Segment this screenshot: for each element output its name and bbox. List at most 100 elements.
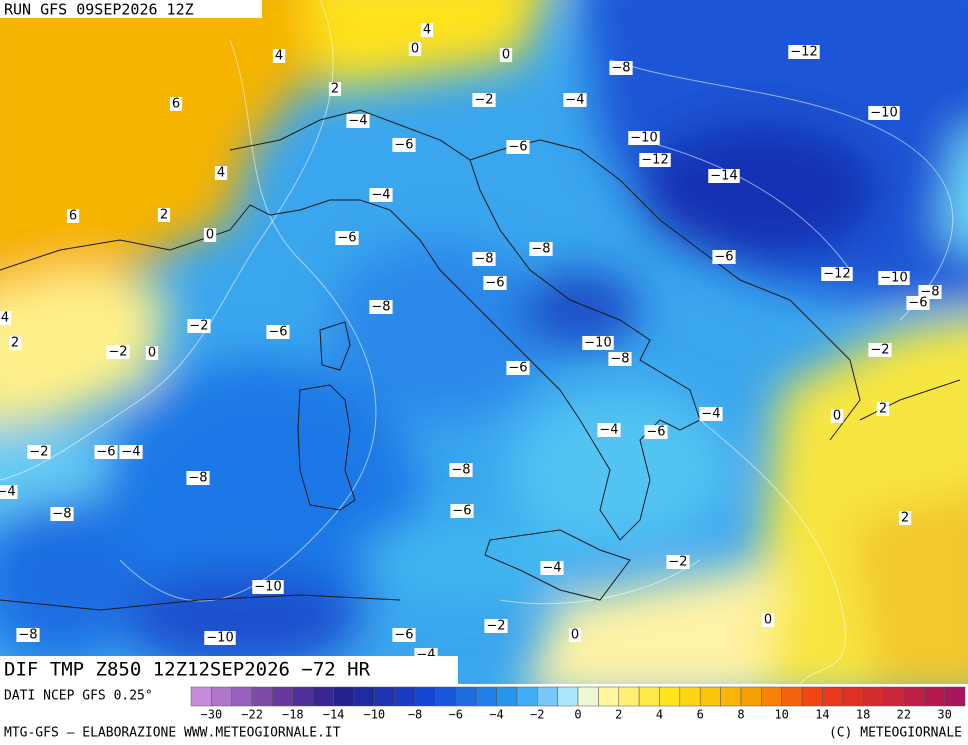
contour-label-box: [609, 61, 633, 75]
contour-label: −2: [666, 555, 690, 570]
contour-label: 2: [328, 82, 342, 97]
contour-label: −8: [472, 252, 496, 267]
contour-label-text: 0: [206, 228, 214, 243]
contour-label-text: −14: [710, 169, 737, 184]
contour-label: −6: [906, 296, 930, 311]
colorbar-swatch: [394, 686, 416, 707]
contour-label-text: −12: [823, 267, 850, 282]
contour-label-box: [666, 555, 690, 569]
contour-label-box: [0, 311, 12, 325]
colorbar-swatch: [801, 686, 823, 707]
contour-label-text: 0: [833, 409, 841, 424]
contour-label-text: −8: [451, 463, 470, 478]
colorbar-swatch: [944, 686, 966, 707]
colorbar-label: 2: [615, 708, 622, 722]
contour-label-text: −10: [870, 106, 897, 121]
colorbar-label: −2: [530, 708, 544, 722]
contour-label-text: 4: [217, 166, 225, 181]
contour-label-box: [16, 628, 40, 642]
colorbar-swatch: [842, 686, 864, 707]
colorbar-label: −8: [408, 708, 422, 722]
contour-label-box: [540, 561, 564, 575]
contour-label-box: [145, 346, 159, 360]
colorbar-swatch: [883, 686, 905, 707]
colorbar-label: 22: [897, 708, 911, 722]
contour-label-text: 6: [69, 209, 77, 224]
colorbar-swatch: [659, 686, 681, 707]
colorbar-label: 14: [815, 708, 829, 722]
colorbar-label: −14: [323, 708, 345, 722]
colorbar-swatch: [822, 686, 844, 707]
contour-label-text: −8: [474, 252, 493, 267]
colorbar-swatch: [455, 686, 477, 707]
contour-label-text: −8: [188, 471, 207, 486]
contour-label: −6: [644, 425, 668, 440]
colorbar-swatch: [272, 686, 294, 707]
colorbar-label: −6: [449, 708, 463, 722]
contour-label-box: [408, 42, 422, 56]
contour-label-box: [582, 336, 614, 350]
contour-label: −2: [868, 343, 892, 358]
contour-label: 2: [876, 402, 890, 417]
contour-label-box: [106, 345, 130, 359]
contour-label: 0: [203, 228, 217, 243]
contour-label: 0: [145, 346, 159, 361]
contour-label: −2: [106, 345, 130, 360]
contour-label-text: −4: [701, 407, 720, 422]
contour-label-text: −12: [790, 45, 817, 60]
contour-label: −4: [346, 114, 370, 129]
contour-label: −6: [483, 276, 507, 291]
contour-label: −2: [27, 445, 51, 460]
colorbar-swatch: [577, 686, 599, 707]
contour-label-box: [335, 231, 359, 245]
colorbar-label: −18: [282, 708, 304, 722]
colorbar-swatch: [924, 686, 945, 707]
title-box: [0, 656, 458, 684]
colorbar-swatch: [699, 686, 721, 707]
colorbar-swatch: [211, 686, 232, 707]
colorbar-swatch: [292, 686, 314, 707]
contour-label-text: −2: [474, 93, 493, 108]
contour-label-box: [898, 511, 912, 525]
colorbar-swatch: [516, 686, 538, 707]
contour-label-text: −4: [0, 485, 16, 500]
contour-label-box: [708, 169, 740, 183]
colorbar-swatch: [720, 686, 742, 707]
contour-label: 2: [157, 208, 171, 223]
colorbar-label: −30: [201, 708, 223, 722]
contour-label-box: [906, 296, 930, 310]
contour-label-text: −2: [29, 445, 48, 460]
contour-label-text: −6: [394, 628, 413, 643]
colorbar-label: −10: [363, 708, 385, 722]
contour-label: −4: [0, 485, 18, 500]
colorbar-swatch: [251, 686, 273, 707]
contour-label-box: [499, 48, 513, 62]
contour-label: 0: [408, 42, 422, 57]
contour-label-box: [420, 23, 434, 37]
contour-label-box: [0, 485, 18, 499]
colorbar-swatch: [312, 686, 334, 707]
contour-label-text: 0: [502, 48, 510, 63]
contour-label-box: [187, 319, 211, 333]
temperature-field: [0, 0, 968, 684]
contour-label: −6: [266, 325, 290, 340]
contour-label-text: −8: [920, 285, 939, 300]
contour-label-text: −2: [486, 619, 505, 634]
contour-label-box: [529, 242, 553, 256]
contour-label-box: [392, 628, 416, 642]
contour-label-box: [369, 188, 393, 202]
contour-label-text: −6: [646, 425, 665, 440]
contour-label: 2: [8, 336, 22, 351]
contour-label-text: 2: [901, 511, 909, 526]
contour-label-box: [214, 166, 228, 180]
contour-label-box: [203, 228, 217, 242]
contour-label: 0: [568, 628, 582, 643]
contour-label-text: −10: [206, 631, 233, 646]
colorbar-swatch: [781, 686, 803, 707]
contour-label: −6: [450, 504, 474, 519]
colorbar-swatch: [333, 686, 355, 707]
colorbar-label: −4: [489, 708, 503, 722]
contour-label-text: 4: [275, 49, 283, 64]
contour-label: −4: [369, 188, 393, 203]
contour-label: 0: [830, 409, 844, 424]
